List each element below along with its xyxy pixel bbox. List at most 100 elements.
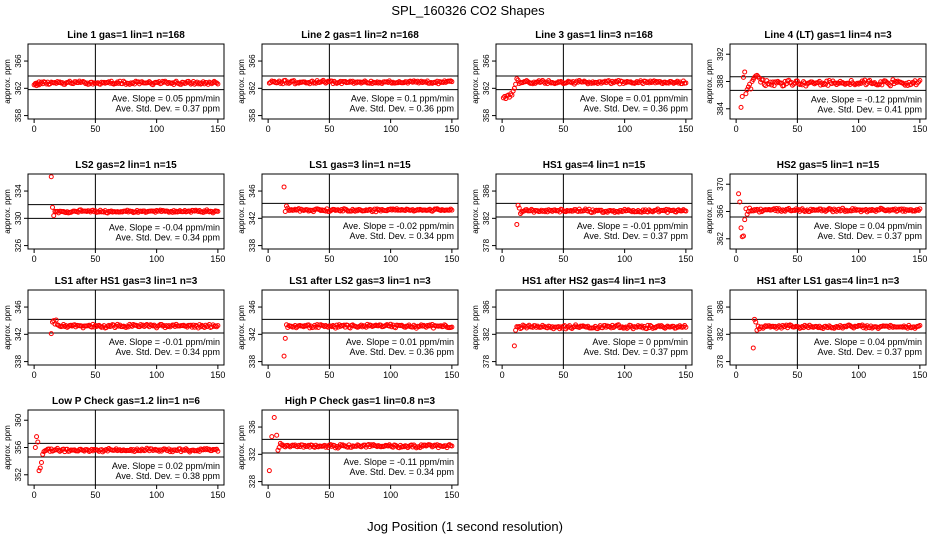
slope-annotation: Ave. Slope = -0.11 ppm/min [344, 457, 454, 467]
x-tick-label: 50 [324, 254, 334, 264]
panel-13: Low P Check gas=1.2 lin=1 n=6 approx. ppm… [3, 396, 225, 500]
panel-title: HS1 gas=4 lin=1 n=15 [543, 160, 646, 171]
panel-title: LS1 after LS2 gas=3 lin=1 n=3 [289, 276, 431, 287]
y-tick-label: 334 [14, 184, 23, 198]
y-tick-label: 328 [248, 474, 257, 488]
x-tick-label: 0 [32, 490, 37, 500]
x-tick-label: 100 [851, 124, 866, 134]
std-annotation: Ave. Std. Dev. = 0.36 ppm [350, 347, 454, 357]
data-point [138, 322, 144, 328]
x-tick-label: 0 [734, 370, 739, 380]
slope-annotation: Ave. Slope = 0.01 ppm/min [580, 94, 688, 104]
data-point [542, 80, 548, 86]
panel-title: HS1 after HS2 gas=4 lin=1 n=3 [522, 276, 666, 287]
x-tick-label: 150 [912, 254, 927, 264]
y-tick-label: 342 [248, 327, 257, 341]
y-tick-label: 378 [482, 238, 491, 252]
y-tick-label: 356 [14, 440, 23, 454]
data-point [767, 79, 773, 85]
data-point [798, 325, 804, 331]
x-tick-label: 150 [444, 254, 459, 264]
y-tick-label: 366 [248, 54, 257, 68]
data-point [90, 321, 96, 327]
y-tick-label: 332 [248, 447, 257, 461]
data-point [121, 78, 127, 84]
data-point [266, 468, 272, 474]
data-point [417, 445, 423, 451]
x-tick-label: 100 [383, 254, 398, 264]
data-point [449, 443, 455, 449]
data-point [859, 322, 865, 328]
data-point [274, 432, 280, 438]
x-tick-label: 50 [558, 124, 568, 134]
data-point [532, 80, 538, 86]
x-tick-label: 100 [851, 370, 866, 380]
data-point [743, 91, 749, 97]
x-tick-label: 50 [324, 124, 334, 134]
data-points [514, 202, 689, 227]
x-tick-label: 0 [32, 254, 37, 264]
slope-annotation: Ave. Slope = 0.05 ppm/min [112, 94, 220, 104]
data-point [863, 82, 869, 88]
data-point [449, 324, 455, 330]
y-tick-label: 392 [716, 47, 725, 61]
plot-frame [729, 289, 927, 366]
slope-annotation: Ave. Slope = 0.04 ppm/min [814, 337, 922, 347]
x-tick-label: 0 [32, 124, 37, 134]
y-tick-label: 338 [14, 354, 23, 368]
data-point [363, 324, 369, 330]
x-tick-label: 0 [500, 254, 505, 264]
x-tick-label: 0 [734, 254, 739, 264]
x-tick-label: 100 [617, 124, 632, 134]
x-tick-label: 50 [792, 124, 802, 134]
y-axis-label: approx. ppm [705, 305, 714, 350]
data-point [215, 81, 221, 87]
data-point [32, 445, 38, 450]
data-point [769, 82, 775, 88]
y-tick-label: 352 [14, 468, 23, 482]
data-point [516, 205, 522, 211]
y-tick-label: 384 [716, 102, 725, 116]
data-point [449, 207, 455, 213]
x-tick-label: 100 [617, 254, 632, 264]
data-points [31, 78, 221, 89]
data-point [36, 468, 42, 474]
y-tick-label: 362 [248, 81, 257, 95]
data-point [547, 324, 553, 330]
panel-4: Line 4 (LT) gas=1 lin=4 n=3 approx. ppm Av… [705, 30, 927, 134]
panel-2: Line 2 gas=1 lin=2 n=168 approx. ppm Ave. … [237, 30, 459, 134]
y-axis-label: approx. ppm [3, 425, 12, 470]
x-tick-label: 150 [912, 124, 927, 134]
x-tick-label: 100 [149, 254, 164, 264]
y-tick-label: 358 [248, 108, 257, 122]
data-point [275, 447, 281, 453]
data-point [511, 343, 517, 349]
x-tick-label: 50 [324, 490, 334, 500]
y-axis-label: approx. ppm [237, 305, 246, 350]
x-tick-label: 50 [792, 370, 802, 380]
data-point [449, 79, 455, 85]
data-point [214, 80, 220, 86]
std-annotation: Ave. Std. Dev. = 0.36 ppm [584, 104, 688, 114]
data-point [540, 322, 546, 328]
y-tick-label: 382 [716, 327, 725, 341]
data-point [901, 323, 907, 329]
data-point [324, 206, 330, 212]
data-points [32, 434, 221, 474]
x-tick-label: 150 [210, 370, 225, 380]
panel-title: Line 2 gas=1 lin=2 n=168 [301, 30, 419, 41]
std-annotation: Ave. Std. Dev. = 0.37 ppm [584, 347, 688, 357]
data-point [515, 202, 521, 208]
data-point [48, 174, 54, 180]
slope-annotation: Ave. Slope = -0.01 ppm/min [109, 337, 220, 347]
data-point [277, 80, 283, 86]
y-tick-label: 382 [482, 327, 491, 341]
data-point [204, 446, 210, 452]
y-axis-label: approx. ppm [471, 189, 480, 234]
data-points [48, 317, 221, 337]
data-point [739, 94, 745, 99]
panel-5: LS2 gas=2 lin=1 n=15 approx. ppm Ave. Slop… [3, 160, 225, 264]
data-point [683, 324, 689, 330]
data-point [402, 324, 408, 330]
data-point [647, 323, 653, 329]
